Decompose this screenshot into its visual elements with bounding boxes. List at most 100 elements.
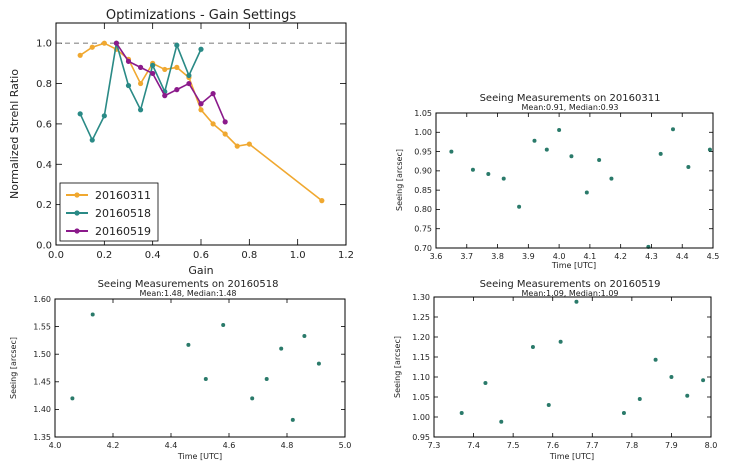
seeing_20160519-point [701,378,706,383]
seeing_20160519-ytick-label: 1.20 [412,333,430,342]
seeing_20160519-xtick-label: 7.8 [625,441,638,450]
data-point-20160519 [222,119,228,125]
gain-chart-ylabel: Normalized Strehl Ratio [8,69,21,199]
gain-ytick-label: 0.6 [36,119,52,130]
seeing_20160519-ytick-label: 0.95 [412,433,430,442]
data-point-20160519 [174,87,180,93]
seeing_20160519-ytick-label: 1.30 [412,293,430,302]
series-line-20160311 [79,42,323,202]
seeing_20160519-xtick-label: 8.0 [705,441,718,450]
seeing_20160519-point [621,411,626,415]
seeing_20160519-xtick-label: 7.9 [665,441,678,450]
seeing_20160518-point [264,377,269,382]
seeing_20160311-ytick-label: 0.80 [414,205,432,214]
seeing_20160311-point [517,204,522,209]
gain-ytick-label: 0.0 [36,241,52,252]
seeing_20160518-point [186,342,191,347]
data-point-20160518 [198,46,204,52]
gain-xtick-label: 1.0 [290,250,306,261]
legend-item-20160519: 20160519 [66,225,151,238]
seeing_20160519-ytick-label: 1.15 [412,353,430,362]
seeing_20160311-xtick-label: 3.6 [430,252,443,261]
seeing_20160519-point [574,299,579,304]
seeing-chart-20160518-xlabel: Time [UTC] [177,452,222,461]
data-point-20160519 [150,70,156,77]
seeing_20160518-point [90,312,95,317]
gain-xtick-label: 0.8 [241,250,257,261]
data-point-20160518 [101,113,107,119]
seeing-chart-20160311-frame [435,112,714,249]
data-point-20160518 [125,82,132,89]
seeing_20160518-point [203,377,208,382]
data-point-20160519 [125,58,132,64]
seeing-chart-20160311-subtitle: Mean:0.91, Median:0.93 [522,103,619,112]
legend-item-20160311: 20160311 [66,189,151,202]
seeing_20160311-point [597,158,602,163]
seeing_20160311-ytick-label: 0.70 [414,244,432,253]
seeing_20160518-xtick-label: 4.6 [223,441,236,450]
seeing-chart-20160311-ylabel: Seeing [arcsec] [395,149,404,211]
seeing_20160311-xtick-label: 4.2 [614,252,627,261]
seeing_20160518-ytick-label: 1.45 [33,378,51,387]
seeing_20160311-point [532,138,537,143]
seeing_20160519-point [685,393,690,398]
seeing-chart-20160519: Seeing Measurements on 20160519 Mean:1.0… [393,279,717,461]
seeing_20160518-xtick-label: 4.2 [107,441,120,450]
legend: 20160311 20160518 20160519 [59,182,159,242]
data-point-20160519 [198,101,204,107]
legend-marker-icon [74,192,80,198]
gain-ytick-label: 1.0 [36,39,52,50]
seeing_20160519-point [530,345,535,349]
seeing-chart-20160519-frame [433,296,712,438]
seeing_20160518-xtick-label: 4.0 [49,441,62,450]
seeing_20160518-ytick-label: 1.50 [33,350,51,359]
seeing_20160519-xtick-label: 7.6 [546,441,559,450]
data-point-20160311 [222,131,228,137]
series-line-20160519 [115,42,226,123]
series-line-20160518 [79,42,202,142]
seeing_20160519-point [558,339,563,344]
seeing_20160311-point [584,190,589,195]
seeing_20160311-point [449,149,454,154]
seeing_20160311-point [470,167,475,172]
seeing_20160311-point [707,147,712,152]
seeing_20160518-point [290,417,295,422]
gain-xtick-label: 0.2 [96,250,112,261]
seeing-chart-20160311-xlabel: Time [UTC] [551,261,596,270]
data-point-20160518 [137,107,144,113]
gain-ytick-label: 0.4 [36,160,52,171]
seeing_20160519-point [669,375,674,379]
data-point-20160519 [186,80,192,87]
seeing_20160518-ytick-label: 1.55 [33,322,51,331]
seeing_20160311-point [609,176,614,181]
data-point-20160311 [174,64,180,70]
seeing_20160311-xtick-label: 3.8 [491,252,504,261]
legend-label-20160311: 20160311 [95,189,151,202]
legend-label-20160518: 20160518 [95,207,151,220]
seeing_20160311-xtick-label: 4.0 [553,252,566,261]
seeing_20160519-point [653,357,658,362]
seeing_20160519-ytick-label: 1.10 [412,373,430,382]
data-point-20160518 [150,62,156,68]
seeing_20160311-xtick-label: 4.1 [584,252,597,261]
gain-xtick-label: 0.4 [145,250,161,261]
data-point-20160518 [186,72,192,79]
seeing_20160311-point [670,127,675,132]
legend-marker-icon [74,210,80,216]
seeing-chart-20160518-ylabel: Seeing [arcsec] [9,337,18,399]
seeing_20160311-xtick-label: 4.4 [676,252,689,261]
seeing_20160518-ytick-label: 1.40 [33,405,51,414]
data-point-20160519 [137,64,144,70]
data-point-20160311 [89,44,95,50]
data-point-20160311 [77,52,83,58]
gain-ytick-label: 0.2 [36,200,52,211]
seeing_20160518-xtick-label: 4.4 [165,441,178,450]
gain-chart-frame [55,22,347,246]
seeing_20160311-point [557,127,562,132]
seeing_20160518-point [302,333,307,338]
seeing_20160519-xtick-label: 7.5 [507,441,520,450]
seeing_20160519-xtick-label: 7.3 [428,441,441,450]
seeing_20160518-ytick-label: 1.60 [33,295,51,304]
seeing_20160311-xtick-label: 4.3 [645,252,658,261]
